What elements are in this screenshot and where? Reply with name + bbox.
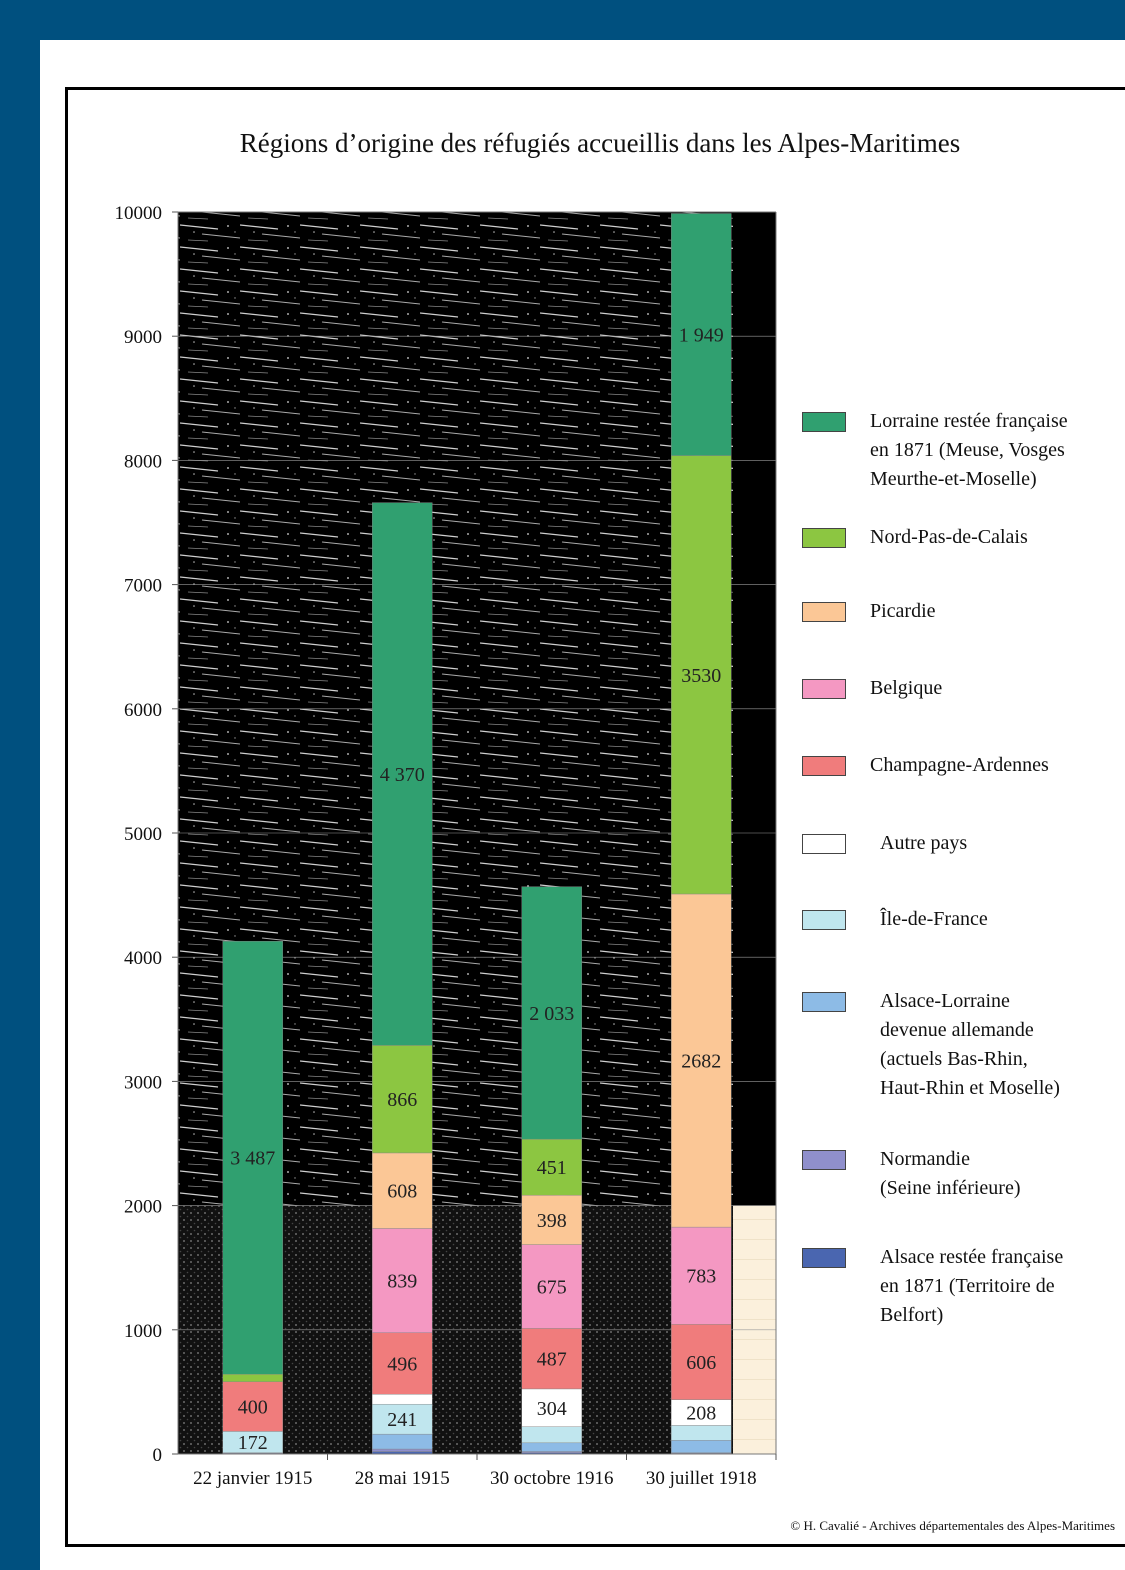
bar-segment [372,1433,433,1450]
chart-title: Régions d’origine des réfugiés accueilli… [239,128,961,158]
legend-label: Île-de-France [880,908,988,930]
data-label: 3 487 [230,1148,275,1170]
x-tick-label: 28 mai 1915 [355,1468,450,1489]
bar-segment [521,1328,582,1390]
y-tick-label: 1000 [124,1321,162,1342]
legend-swatch [802,756,846,776]
legend-label: Alsace restée française en 1871 (Territo… [880,1246,1064,1326]
bar-segment [671,455,732,895]
bar-segment [372,1403,433,1435]
y-tick-label: 2000 [124,1197,162,1218]
data-label: 487 [537,1349,567,1371]
legend-swatch [802,602,846,622]
bar-segment [521,1442,582,1452]
x-tick-label: 30 juillet 1918 [646,1468,757,1489]
data-label: 400 [238,1397,268,1419]
y-tick-label: 0 [153,1445,163,1466]
data-label: 839 [387,1271,417,1293]
bar-segment [521,1138,582,1196]
y-tick-label: 3000 [124,1072,162,1093]
credit-text: © H. Cavalié - Archives départementales … [790,1518,1115,1533]
data-label: 783 [686,1266,716,1288]
data-label: 1 949 [679,325,724,347]
bar-segment [372,502,433,1046]
legend-label: Normandie (Seine inférieure) [880,1148,1021,1199]
y-tick-label: 6000 [124,700,162,721]
data-label: 4 370 [380,764,425,786]
legend-swatch [802,1150,846,1170]
data-label: 241 [387,1409,417,1431]
bar-segment [222,940,283,1375]
legend-swatch [802,1248,846,1268]
bar-segment [372,1394,433,1405]
bar-segment [671,1399,732,1426]
y-tick-label: 9000 [124,327,162,348]
legend-label: Autre pays [880,832,968,854]
data-label: 2 033 [529,1003,574,1025]
legend-swatch [802,528,846,548]
bar-segment [372,1228,433,1333]
bar-segment [372,1332,433,1395]
legend-swatch [802,412,846,432]
data-label: 2682 [681,1051,721,1073]
bar-segment [372,1152,433,1229]
bar-segment [671,213,732,456]
bar-segment [671,893,732,1228]
bar-segment [671,1425,732,1441]
legend-label: Champagne-Ardennes [870,754,1049,776]
data-label: 866 [387,1089,417,1111]
bar-segment [372,1448,433,1452]
x-tick-label: 30 octobre 1916 [490,1468,613,1489]
bar-segment [671,1324,732,1400]
data-label: 304 [537,1398,567,1420]
bar-segment [222,1374,283,1382]
legend-label: Nord-Pas-de-Calais [870,526,1028,548]
data-label: 675 [537,1277,567,1299]
x-tick-label: 22 janvier 1915 [193,1468,312,1489]
bar-segment [521,1194,582,1245]
bar-segment [521,886,582,1140]
data-label: 606 [686,1352,716,1374]
bar-segment [521,1426,582,1444]
legend-swatch [802,834,846,854]
bar-segment [671,1440,732,1453]
legend-swatch [802,910,846,930]
y-tick-label: 10000 [115,203,163,224]
legend-label: Belgique [870,677,943,699]
data-label: 172 [238,1432,268,1454]
data-label: 3530 [681,665,721,687]
y-tick-label: 8000 [124,451,162,472]
legend-label: Picardie [870,600,936,622]
bar-segment [671,1226,732,1325]
legend-swatch [802,992,846,1012]
data-label: 208 [686,1403,716,1425]
bar-segment [521,1388,582,1427]
y-tick-label: 5000 [124,824,162,845]
legend-label: Lorraine restée française en 1871 (Meuse… [870,410,1068,490]
data-label: 608 [387,1181,417,1203]
bar-segment [372,1045,433,1154]
data-label: 451 [537,1157,567,1179]
bar-segment [222,1381,283,1432]
data-label: 496 [387,1353,417,1375]
data-label: 398 [537,1210,567,1232]
y-tick-label: 4000 [124,948,162,969]
bar-segment [521,1244,582,1329]
legend-label: Alsace-Lorraine devenue allemande (actue… [880,990,1060,1099]
y-tick-label: 7000 [124,576,162,597]
legend-swatch [802,679,846,699]
